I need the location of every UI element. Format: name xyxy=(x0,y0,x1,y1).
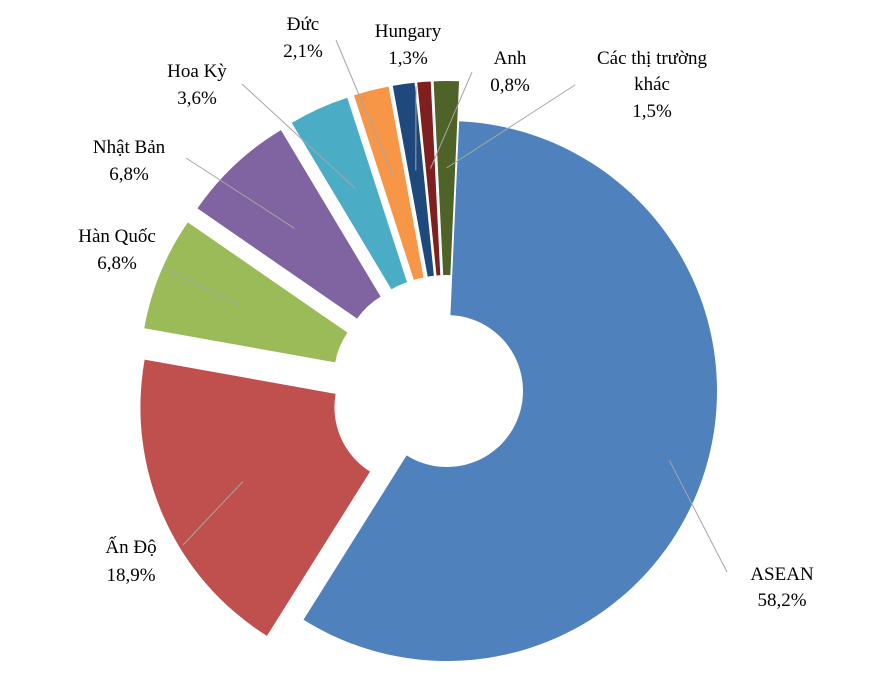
label-an-do-value: 18,9% xyxy=(106,565,155,586)
label-duc-value: 2,1% xyxy=(283,41,323,62)
label-asean-name: ASEAN xyxy=(750,564,814,585)
label-nhat-ban: Nhật Bản 6,8% xyxy=(93,137,166,185)
label-han-quoc-name: Hàn Quốc xyxy=(78,226,156,247)
slice-an-do xyxy=(140,359,371,636)
label-hungary: Hungary 1,3% xyxy=(375,21,442,69)
slice-asean xyxy=(303,121,718,662)
label-nhat-ban-value: 6,8% xyxy=(109,164,149,185)
leader-lines xyxy=(163,39,728,573)
leader-nhat-ban xyxy=(185,157,295,229)
label-han-quoc-value: 6,8% xyxy=(97,253,137,274)
label-hoa-ky-name: Hoa Kỳ xyxy=(167,61,227,82)
leader-cac-thi-truong-khac xyxy=(446,84,576,169)
label-hungary-name: Hungary xyxy=(375,21,442,42)
label-duc: Đức 2,1% xyxy=(283,14,323,62)
label-han-quoc: Hàn Quốc 6,8% xyxy=(78,226,156,274)
slice-anh xyxy=(417,81,441,276)
label-khac-name-line1: Các thị trường xyxy=(597,48,708,69)
leader-asean xyxy=(668,460,728,573)
leader-duc xyxy=(335,39,393,175)
leader-han-quoc xyxy=(163,267,242,307)
leader-hoa-ky xyxy=(241,83,356,189)
slices-group xyxy=(140,81,718,662)
label-hoa-ky-value: 3,6% xyxy=(177,88,217,109)
label-duc-name: Đức xyxy=(287,14,319,35)
leader-an-do xyxy=(182,480,244,546)
label-anh-value: 0,8% xyxy=(490,75,530,96)
label-asean: ASEAN 58,2% xyxy=(750,564,814,611)
label-nhat-ban-name: Nhật Bản xyxy=(93,137,166,158)
slice-han-quoc xyxy=(144,222,348,363)
slice-hungary xyxy=(392,82,434,277)
label-khac-value: 1,5% xyxy=(632,101,672,122)
leader-anh xyxy=(429,71,473,169)
slice-hoa-ky xyxy=(291,97,408,290)
slice-duc xyxy=(354,86,424,280)
label-anh: Anh 0,8% xyxy=(490,48,530,96)
label-an-do-name: Ấn Độ xyxy=(105,536,156,558)
label-anh-name: Anh xyxy=(494,48,527,69)
label-hungary-value: 1,3% xyxy=(388,48,428,69)
label-hoa-ky: Hoa Kỳ 3,6% xyxy=(167,61,227,109)
slice-cac-thi-truong-khac xyxy=(433,81,460,276)
label-khac-name-line2: khác xyxy=(634,74,670,95)
label-an-do: Ấn Độ 18,9% xyxy=(105,536,156,586)
label-cac-thi-truong-khac: Các thị trường khác 1,5% xyxy=(597,48,708,122)
label-asean-value: 58,2% xyxy=(757,590,806,611)
